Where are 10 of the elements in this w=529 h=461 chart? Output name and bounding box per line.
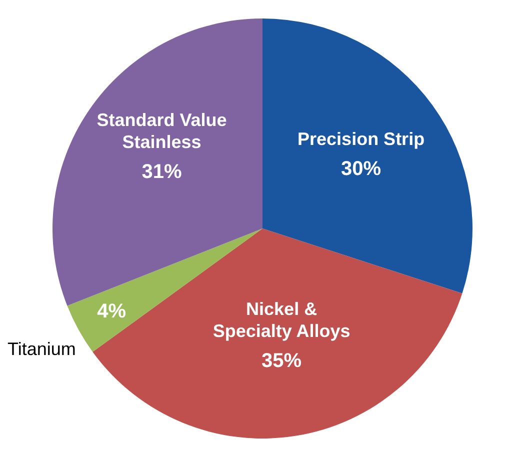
pie-slice xyxy=(92,228,462,438)
data-label: 4% xyxy=(97,300,126,322)
slice-label: Precision Strip xyxy=(298,128,425,149)
pie-slice xyxy=(262,18,472,294)
data-label: 31% xyxy=(142,161,182,184)
slice-label: Titanium xyxy=(7,338,76,359)
data-label: 35% xyxy=(262,350,302,372)
slice-label: Nickel & Specialty Alloys xyxy=(212,298,350,341)
slice-label: Standard Value Stainless xyxy=(96,110,227,152)
data-label: 30% xyxy=(341,158,382,180)
